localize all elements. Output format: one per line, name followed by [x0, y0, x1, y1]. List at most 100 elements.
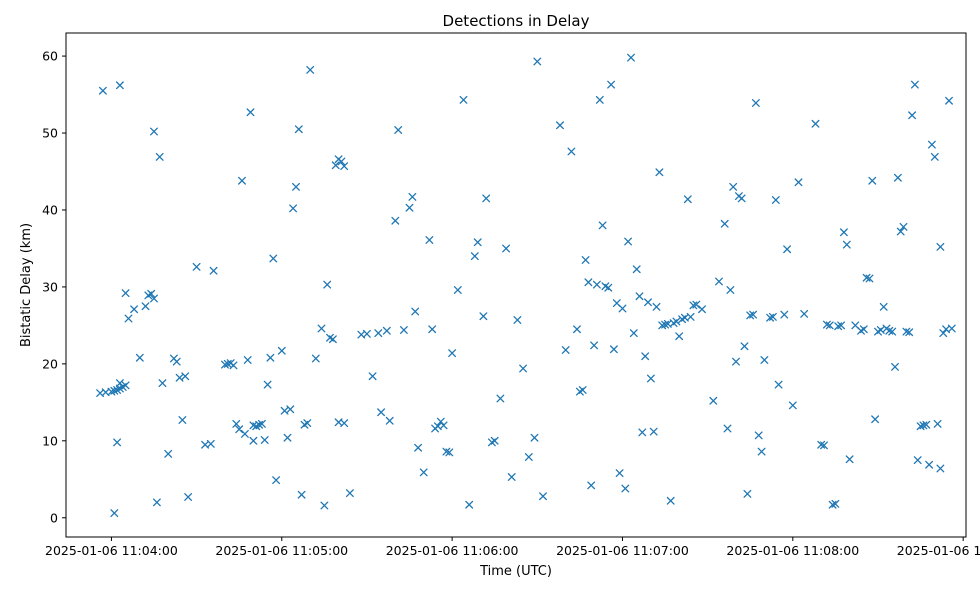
x-tick-label: 2025-01-06 11:09:00 [897, 543, 980, 558]
x-marker [323, 280, 332, 289]
axes-spines [65, 32, 967, 538]
x-marker [893, 173, 902, 182]
x-marker [482, 194, 491, 203]
x-marker [292, 182, 300, 191]
x-marker [425, 236, 434, 244]
x-marker [740, 342, 749, 351]
x-marker [405, 203, 414, 212]
x-marker [896, 227, 905, 236]
chart-title: Detections in Delay [442, 12, 590, 30]
x-marker [774, 380, 783, 389]
x-marker [539, 492, 547, 501]
x-marker [842, 240, 851, 249]
x-marker [624, 237, 633, 246]
x-marker [871, 415, 880, 424]
x-marker [939, 329, 948, 338]
x-marker [947, 324, 956, 333]
x-marker [675, 332, 684, 341]
x-marker [607, 80, 616, 89]
x-marker [627, 53, 635, 62]
x-marker [391, 216, 400, 225]
x-marker [751, 99, 760, 107]
x-marker [567, 147, 576, 156]
y-tick-label: 20 [42, 356, 58, 371]
x-marker [150, 294, 158, 303]
x-marker [578, 386, 587, 394]
x-marker [439, 421, 448, 430]
x-marker [399, 326, 408, 334]
x-marker [649, 427, 658, 436]
x-tick-label: 2025-01-06 11:08:00 [726, 543, 859, 558]
x-marker [899, 222, 908, 231]
x-marker [788, 401, 797, 410]
x-marker [115, 81, 124, 90]
x-marker [368, 372, 377, 381]
x-marker [891, 362, 899, 371]
x-marker [615, 469, 624, 478]
x-marker [115, 379, 124, 388]
x-marker [272, 476, 281, 485]
x-marker [524, 453, 533, 461]
x-marker [181, 372, 190, 381]
x-marker [362, 329, 371, 338]
x-marker [294, 125, 303, 134]
x-marker [243, 356, 252, 364]
x-marker [337, 157, 346, 166]
x-marker [595, 95, 604, 104]
x-marker [646, 374, 655, 383]
x-marker [110, 509, 119, 518]
x-marker [479, 312, 488, 321]
x-marker [945, 96, 953, 105]
x-marker [385, 416, 394, 425]
x-marker [726, 286, 735, 294]
x-tick-label: 2025-01-06 11:06:00 [386, 543, 519, 558]
x-marker [910, 80, 919, 89]
x-marker [98, 86, 107, 95]
x-marker [238, 176, 246, 185]
x-marker [561, 346, 570, 354]
x-marker [908, 111, 917, 120]
x-marker [732, 357, 740, 366]
x-marker [436, 417, 445, 426]
x-marker [581, 256, 590, 264]
x-marker [394, 126, 403, 134]
x-marker [459, 95, 468, 104]
x-marker [490, 436, 499, 445]
x-marker [155, 152, 164, 161]
x-marker [448, 349, 457, 358]
x-marker [587, 481, 596, 490]
x-marker [783, 245, 792, 254]
x-marker [374, 329, 383, 338]
x-marker [135, 353, 144, 362]
x-marker [666, 496, 675, 505]
x-marker [573, 325, 581, 334]
x-marker [556, 121, 564, 130]
x-marker [257, 419, 266, 428]
y-tick-label: 30 [42, 279, 58, 294]
x-marker [283, 433, 292, 442]
x-marker [933, 419, 942, 428]
x-marker [289, 204, 298, 213]
x-marker [644, 298, 652, 307]
scatter-points [96, 53, 956, 518]
x-marker [121, 381, 130, 390]
x-marker [811, 119, 820, 128]
y-tick-label: 60 [42, 49, 58, 64]
x-marker [533, 57, 542, 66]
y-tick-label: 10 [42, 433, 58, 448]
x-marker [692, 300, 701, 309]
x-marker [760, 356, 769, 364]
x-marker [609, 345, 618, 354]
x-marker [754, 431, 763, 440]
x-marker [172, 357, 181, 366]
x-marker [240, 429, 249, 438]
x-marker [130, 305, 139, 314]
x-marker [672, 317, 681, 326]
x-marker [530, 433, 539, 442]
x-marker [286, 405, 295, 414]
x-marker [340, 162, 349, 171]
x-marker [831, 499, 840, 508]
x-marker [266, 353, 275, 362]
x-marker [246, 108, 255, 117]
x-marker [913, 456, 922, 465]
